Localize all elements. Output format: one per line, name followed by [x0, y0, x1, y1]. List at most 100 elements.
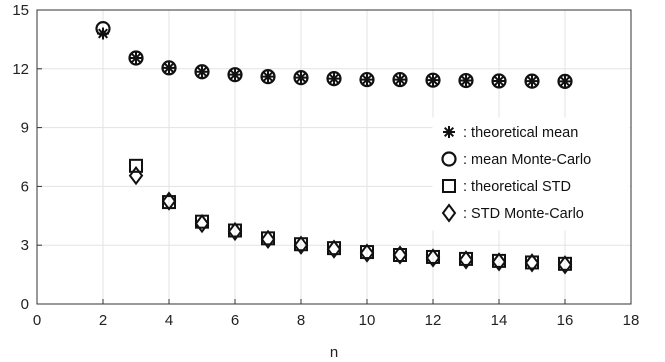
- data-point: [128, 165, 144, 186]
- data-point: [227, 221, 243, 242]
- diamond-marker: [128, 165, 144, 186]
- y-tick-label: 6: [21, 178, 29, 195]
- asterisk-marker: [460, 74, 472, 87]
- circle-marker: [293, 70, 309, 86]
- circle-marker: [95, 21, 111, 37]
- data-point: [128, 50, 144, 66]
- diamond-marker: [458, 250, 474, 270]
- legend-marker: [442, 179, 456, 193]
- data-point: [260, 229, 276, 249]
- series-circle: [95, 21, 573, 89]
- asterisk-marker: [163, 61, 175, 74]
- diamond-marker: [524, 253, 540, 273]
- data-point: [359, 71, 375, 88]
- circle-marker: [326, 70, 342, 87]
- y-tick-label: 12: [12, 61, 29, 78]
- x-tick-label: 8: [297, 312, 305, 329]
- legend-entry: : mean Monte-Carlo: [463, 152, 591, 168]
- diamond-marker: [194, 213, 210, 234]
- circle-marker: [227, 67, 243, 83]
- asterisk-marker: [130, 52, 142, 65]
- diamond-marker: [392, 245, 408, 265]
- asterisk-marker: [394, 73, 406, 86]
- diamond-marker: [326, 239, 342, 259]
- circle-marker: [524, 73, 540, 89]
- legend-entry: : theoretical STD: [463, 179, 571, 195]
- x-tick-label: 14: [491, 312, 508, 329]
- circle-marker: [194, 64, 210, 80]
- square-marker: [129, 158, 143, 173]
- asterisk-marker: [295, 71, 307, 84]
- x-tick-label: 4: [165, 312, 173, 329]
- data-point: [392, 245, 408, 265]
- x-tick-label: 6: [231, 312, 239, 329]
- asterisk-marker: [526, 75, 538, 88]
- circle-marker: [359, 71, 375, 88]
- diamond-marker: [425, 248, 441, 268]
- diamond-marker: [491, 252, 507, 272]
- diamond-marker: [227, 221, 243, 242]
- asterisk-marker: [427, 74, 439, 87]
- data-point: [293, 235, 309, 255]
- data-point: [526, 75, 538, 88]
- square-marker: [442, 179, 456, 193]
- y-tick-label: 9: [21, 120, 29, 137]
- circle-marker: [557, 73, 573, 89]
- data-point: [557, 255, 573, 275]
- data-point: [130, 52, 142, 65]
- data-point: [425, 248, 441, 268]
- asterisk-marker: [229, 68, 241, 81]
- circle-marker: [441, 151, 457, 167]
- axis-ticks: 0 2 4 6 8 10 12 14 16 18 0 3 6 9 12 15: [12, 2, 639, 329]
- data-point: [557, 73, 573, 89]
- diamond-marker: [260, 229, 276, 249]
- circle-marker: [491, 73, 507, 89]
- x-tick-label: 18: [623, 312, 640, 329]
- data-point: [361, 73, 373, 86]
- y-tick-label: 15: [12, 2, 29, 19]
- series-asterisk: [97, 27, 571, 88]
- data-point: [227, 67, 243, 83]
- data-point: [393, 248, 407, 262]
- data-point: [262, 70, 274, 83]
- x-tick-label: 2: [99, 312, 107, 329]
- x-tick-label: 10: [359, 312, 376, 329]
- data-point: [293, 70, 309, 86]
- circle-marker: [458, 72, 474, 89]
- data-point: [460, 74, 472, 87]
- diamond-marker: [359, 243, 375, 263]
- x-tick-label: 16: [557, 312, 574, 329]
- data-point: [524, 253, 540, 273]
- data-point: [163, 61, 175, 74]
- circle-marker: [128, 50, 144, 66]
- data-point: [458, 250, 474, 270]
- asterisk-marker: [493, 74, 505, 87]
- x-tick-label: 0: [33, 312, 41, 329]
- data-point: [196, 65, 208, 78]
- data-point: [97, 27, 109, 40]
- data-point: [458, 72, 474, 89]
- data-point: [229, 68, 241, 81]
- data-point: [559, 75, 571, 88]
- y-tick-label: 3: [21, 237, 29, 254]
- data-point: [493, 74, 505, 87]
- data-point: [394, 73, 406, 86]
- y-tick-label: 0: [21, 296, 29, 313]
- plot-frame: [36, 9, 632, 305]
- diamond-marker: [161, 191, 177, 211]
- data-point: [161, 60, 177, 76]
- asterisk-marker: [97, 27, 109, 40]
- data-point: [491, 252, 507, 272]
- data-point: [491, 73, 507, 89]
- diamond-marker: [557, 255, 573, 275]
- data-point: [392, 71, 408, 88]
- circle-marker: [260, 69, 276, 85]
- asterisk-marker: [328, 72, 340, 85]
- asterisk-marker: [262, 70, 274, 83]
- asterisk-marker: [196, 65, 208, 78]
- square-marker: [393, 248, 407, 262]
- legend: : theoretical mean: mean Monte-Carlo: th…: [432, 117, 630, 231]
- legend-marker: [443, 126, 455, 138]
- circle-marker: [425, 72, 441, 88]
